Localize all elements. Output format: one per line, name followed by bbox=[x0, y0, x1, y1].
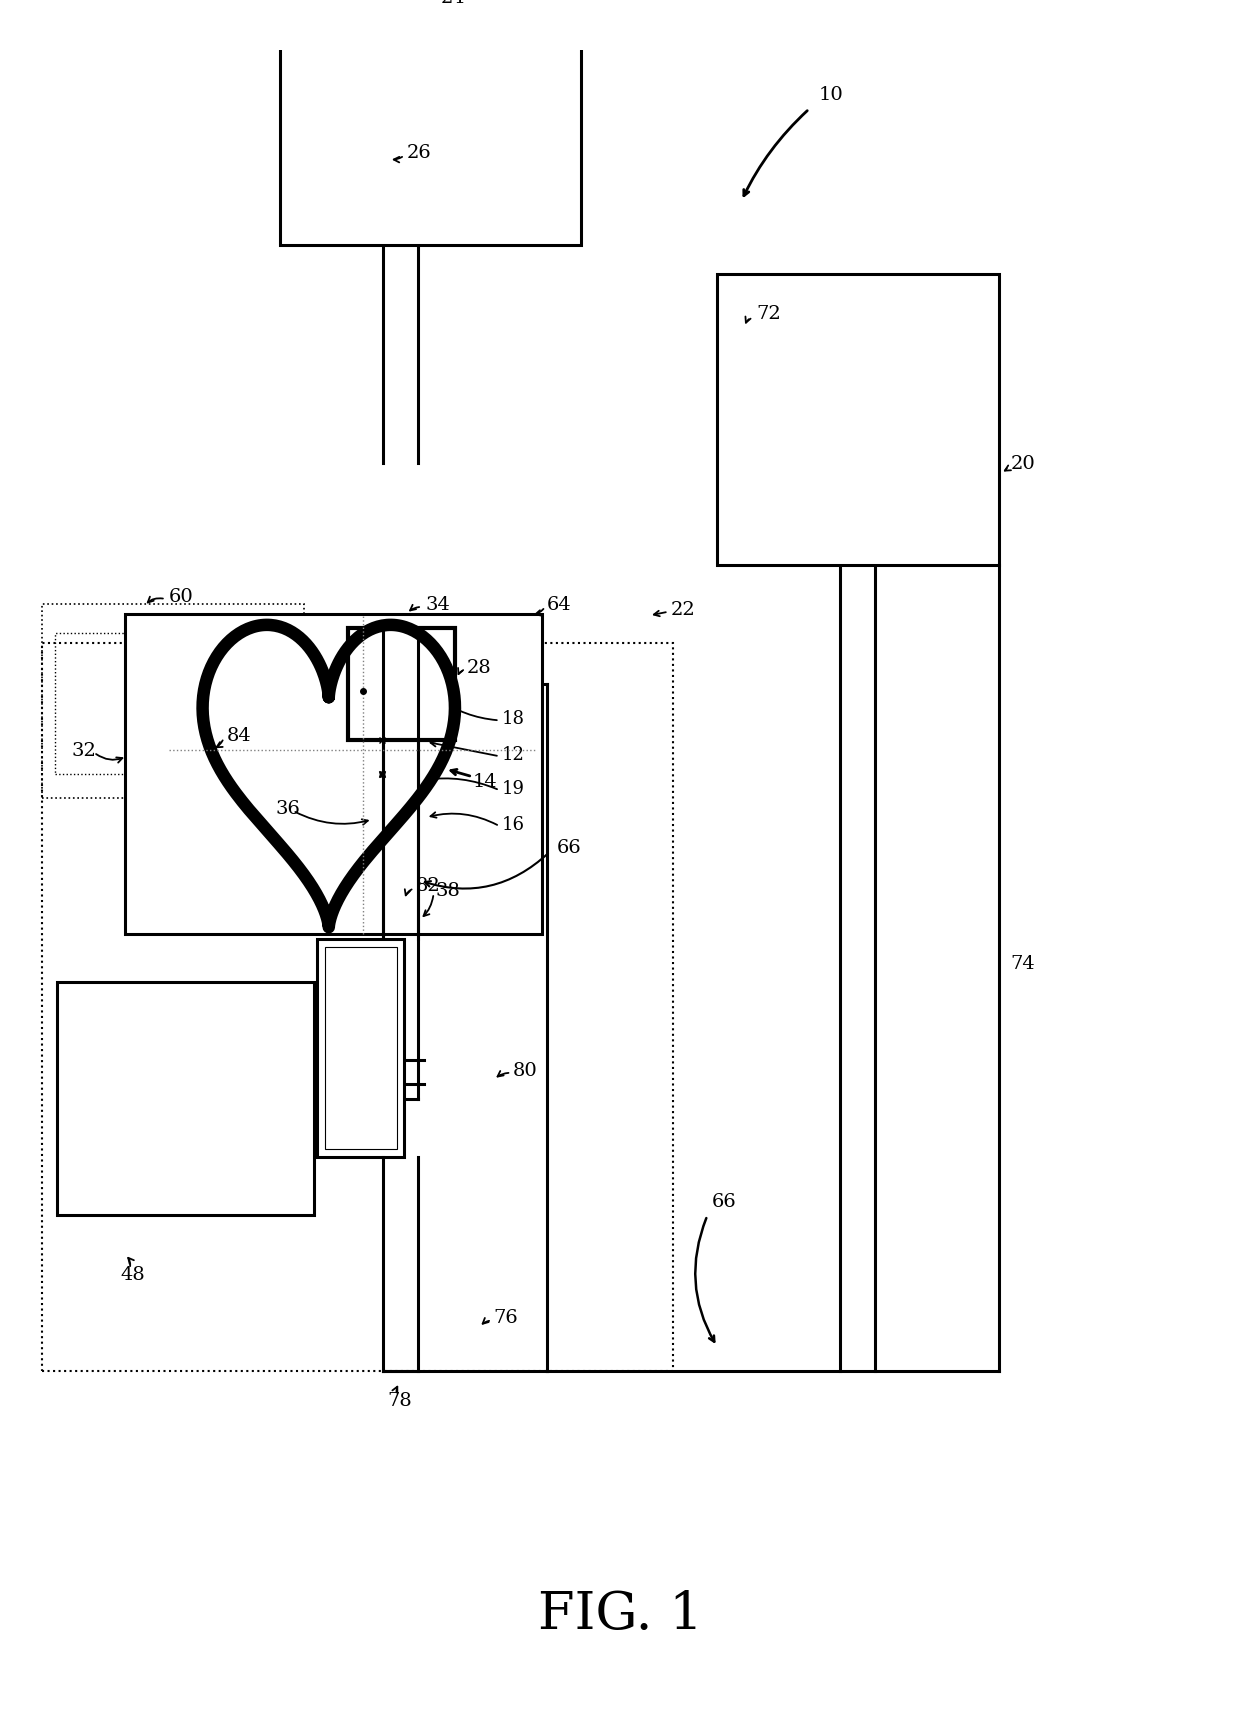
Text: 66: 66 bbox=[712, 1192, 737, 1211]
Text: 64: 64 bbox=[547, 595, 572, 614]
Bar bbox=[348, 628, 455, 740]
Text: 34: 34 bbox=[425, 595, 450, 614]
Text: 32: 32 bbox=[72, 740, 97, 759]
Text: 80: 80 bbox=[513, 1060, 538, 1080]
Text: 38: 38 bbox=[435, 882, 460, 900]
Text: 20: 20 bbox=[1011, 455, 1035, 472]
Text: 60: 60 bbox=[169, 588, 193, 606]
Bar bbox=[717, 275, 998, 566]
Text: 26: 26 bbox=[407, 144, 432, 163]
Text: 28: 28 bbox=[466, 659, 491, 676]
Bar bbox=[325, 946, 397, 1150]
Text: 18: 18 bbox=[501, 709, 525, 728]
Text: 10: 10 bbox=[818, 86, 843, 104]
Text: 16: 16 bbox=[501, 817, 525, 834]
Text: 74: 74 bbox=[1011, 955, 1035, 972]
Bar bbox=[42, 604, 305, 799]
Bar bbox=[317, 939, 404, 1157]
Text: 76: 76 bbox=[494, 1308, 518, 1327]
Text: 78: 78 bbox=[387, 1391, 412, 1410]
Bar bbox=[383, 246, 418, 464]
Text: 14: 14 bbox=[472, 772, 497, 791]
Text: 36: 36 bbox=[275, 799, 300, 817]
Text: 19: 19 bbox=[501, 780, 525, 798]
Bar bbox=[42, 644, 673, 1370]
Text: 48: 48 bbox=[120, 1265, 145, 1284]
Bar bbox=[125, 614, 542, 934]
Text: 82: 82 bbox=[417, 877, 441, 894]
Text: 22: 22 bbox=[671, 600, 696, 618]
Bar bbox=[280, 22, 582, 246]
Text: FIG. 1: FIG. 1 bbox=[538, 1588, 702, 1638]
Text: 24: 24 bbox=[440, 0, 465, 7]
Text: 72: 72 bbox=[756, 304, 781, 322]
Text: 84: 84 bbox=[227, 727, 252, 744]
Bar bbox=[55, 633, 211, 775]
Text: 66: 66 bbox=[557, 837, 582, 856]
Text: 12: 12 bbox=[501, 746, 525, 765]
Bar bbox=[57, 983, 314, 1216]
